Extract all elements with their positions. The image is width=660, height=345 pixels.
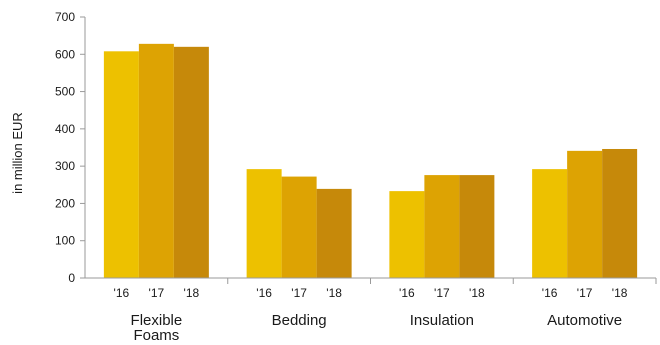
x-category-label: Foams xyxy=(133,327,179,344)
y-axis: 0 100 200 300 400 500 600 700 xyxy=(55,10,86,285)
x-year-label: '17 xyxy=(434,286,450,300)
y-tick-label: 600 xyxy=(55,47,75,61)
bar-insulation-18 xyxy=(459,175,495,278)
y-tick-label: 300 xyxy=(55,159,75,173)
x-axis: '16'17'18FlexibleFoams'16'17'18Bedding'1… xyxy=(85,277,657,344)
x-year-label: '18 xyxy=(612,286,628,300)
bar-flexible-foams-18 xyxy=(173,46,209,279)
bar-automotive-18 xyxy=(602,148,638,278)
y-tick-label: 400 xyxy=(55,122,75,136)
bar-bedding-17 xyxy=(281,176,317,278)
y-tick-label: 200 xyxy=(55,196,75,210)
y-tick-label: 100 xyxy=(55,234,75,248)
x-year-label: '18 xyxy=(326,286,342,300)
bar-flexible-foams-17 xyxy=(138,43,174,278)
bar-bedding-16 xyxy=(246,169,282,278)
x-year-label: '16 xyxy=(256,286,272,300)
x-year-label: '17 xyxy=(149,286,165,300)
x-year-label: '17 xyxy=(291,286,307,300)
x-category-label: Insulation xyxy=(410,312,474,329)
bars xyxy=(103,43,638,279)
y-tick-label: 500 xyxy=(55,85,75,99)
bar-bedding-18 xyxy=(316,188,352,278)
bar-insulation-17 xyxy=(424,175,460,278)
x-year-label: '16 xyxy=(114,286,130,300)
x-year-label: '18 xyxy=(469,286,485,300)
x-year-label: '16 xyxy=(399,286,415,300)
y-tick-label: 0 xyxy=(68,271,75,285)
bar-insulation-16 xyxy=(389,191,425,278)
x-year-label: '16 xyxy=(542,286,558,300)
y-axis-label: in million EUR xyxy=(10,112,25,194)
bar-automotive-16 xyxy=(532,169,568,278)
x-year-label: '18 xyxy=(184,286,200,300)
x-category-label: Flexible xyxy=(131,312,183,329)
x-category-label: Automotive xyxy=(547,312,622,329)
bar-flexible-foams-16 xyxy=(103,51,139,278)
x-category-label: Bedding xyxy=(272,312,327,329)
y-tick-label: 700 xyxy=(55,10,75,24)
x-year-label: '17 xyxy=(577,286,593,300)
bar-automotive-17 xyxy=(567,150,603,278)
